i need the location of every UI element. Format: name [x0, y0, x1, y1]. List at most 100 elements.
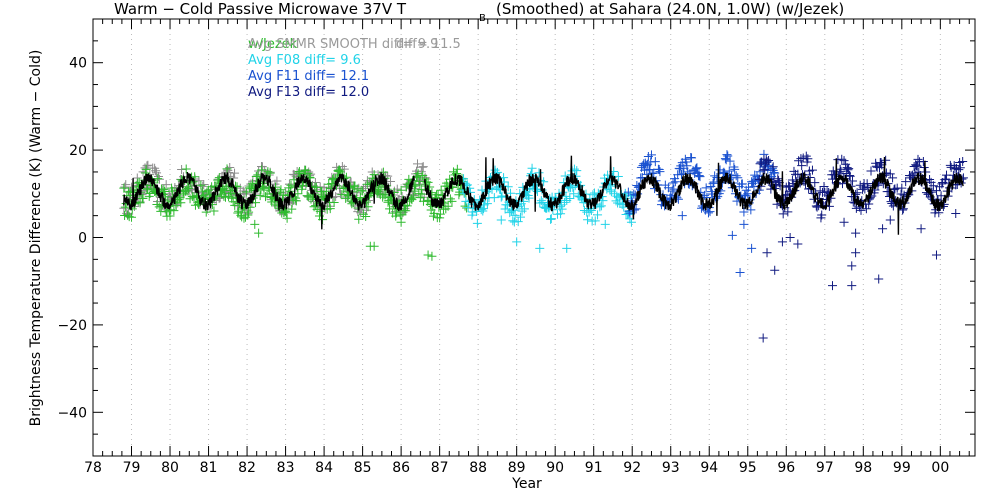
data-point: [315, 206, 325, 216]
outlier-point: [535, 243, 545, 253]
data-point: [572, 166, 582, 176]
x-tick-label: 96: [777, 460, 795, 476]
data-point: [121, 180, 131, 190]
outlier-point: [874, 274, 884, 284]
data-point: [347, 199, 357, 209]
data-point: [190, 172, 200, 182]
data-point: [707, 187, 717, 197]
outlier-point: [851, 228, 861, 238]
data-point: [596, 201, 606, 211]
legend-label: Avg F08 diff= 9.6: [248, 53, 361, 68]
data-point: [908, 170, 918, 180]
outlier-point: [816, 213, 826, 223]
data-point: [727, 170, 737, 180]
outlier-point: [496, 215, 506, 225]
data-point: [165, 211, 175, 221]
data-point: [487, 184, 497, 194]
x-tick-label: 79: [123, 460, 141, 476]
data-point: [311, 182, 321, 192]
data-point: [517, 206, 527, 216]
data-point: [897, 183, 907, 193]
data-point: [890, 184, 900, 194]
data-point: [506, 206, 516, 216]
outlier-point: [777, 237, 787, 247]
data-point: [311, 201, 321, 211]
x-tick-label: 97: [816, 460, 834, 476]
data-point: [561, 191, 571, 201]
data-point: [133, 178, 143, 188]
outlier-point: [735, 267, 745, 277]
outlier-point: [254, 228, 264, 238]
y-tick-label: −40: [57, 405, 87, 421]
data-point: [764, 156, 774, 166]
data-point: [325, 204, 335, 214]
data-point: [287, 204, 297, 214]
plot-frame: [92, 18, 976, 457]
data-point: [885, 169, 895, 179]
data-point: [284, 179, 294, 189]
data-point: [343, 191, 353, 201]
data-point: [612, 191, 622, 201]
data-point: [740, 191, 750, 201]
data-point: [230, 200, 240, 210]
data-point: [227, 193, 237, 203]
x-tick-label: 99: [893, 460, 911, 476]
data-point: [447, 196, 457, 206]
data-point: [803, 154, 813, 164]
x-tick-label: 85: [354, 460, 372, 476]
data-point: [255, 191, 265, 201]
data-point: [519, 196, 529, 206]
data-point: [646, 150, 656, 160]
data-point: [119, 183, 129, 193]
data-point: [866, 166, 876, 176]
data-point: [730, 164, 740, 174]
data-point: [613, 172, 623, 182]
legend-value: 9.6: [340, 53, 361, 68]
chart-title-suffix: (Smoothed) at Sahara (24.0N, 1.0W) (w/Je…: [496, 0, 844, 18]
data-point: [150, 163, 160, 173]
data-point: [819, 182, 829, 192]
data-point: [565, 193, 575, 203]
data-point: [593, 210, 603, 220]
data-point: [185, 194, 195, 204]
data-point: [153, 174, 163, 184]
outlier-point: [600, 219, 610, 229]
data-point: [797, 161, 807, 171]
data-point: [436, 185, 446, 195]
data-point: [918, 156, 928, 166]
data-point: [497, 191, 507, 201]
data-point: [694, 171, 704, 181]
legend-value: 12.0: [340, 85, 369, 100]
x-tick-label: 87: [431, 460, 449, 476]
data-point: [154, 174, 164, 184]
data-point: [479, 204, 489, 214]
data-point: [286, 180, 296, 190]
outlier-point: [931, 250, 941, 260]
data-point: [743, 189, 753, 199]
data-point: [527, 163, 537, 173]
data-point: [595, 202, 605, 212]
data-point: [374, 184, 384, 194]
outlier-point: [827, 281, 837, 291]
data-point: [239, 188, 249, 198]
outlier-point: [512, 237, 522, 247]
data-point: [282, 213, 292, 223]
data-point: [901, 177, 911, 187]
data-point: [767, 163, 777, 173]
data-point: [639, 159, 649, 169]
outlier-point: [396, 217, 406, 227]
x-tick-label: 86: [392, 460, 410, 476]
data-point: [472, 218, 482, 228]
data-point: [197, 186, 207, 196]
legend-label: Avg SMMR SMOOTH diff= 9.9: [248, 37, 438, 52]
data-point: [835, 164, 845, 174]
data-point: [435, 213, 445, 223]
data-point: [257, 165, 267, 175]
data-point: [583, 215, 593, 225]
data-point: [358, 186, 368, 196]
data-point: [196, 180, 206, 190]
legend-label: Avg F11 diff= 12.1: [248, 69, 369, 84]
data-point: [836, 166, 846, 176]
outlier-point: [747, 243, 757, 253]
